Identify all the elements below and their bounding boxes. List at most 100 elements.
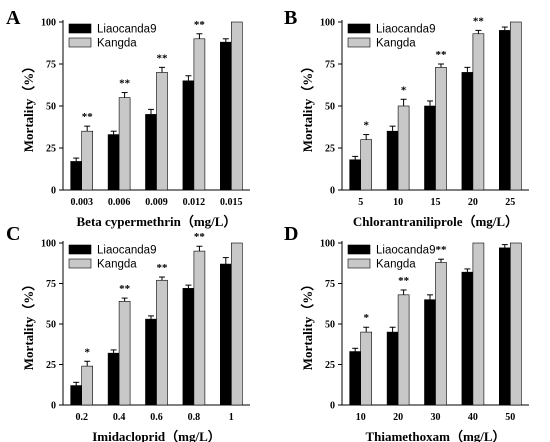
y-tick-label: 75 bbox=[325, 279, 335, 290]
legend-swatch bbox=[347, 258, 371, 269]
bar-kangda bbox=[231, 21, 243, 191]
bar-liaocanda9 bbox=[182, 288, 195, 406]
significance-marker: * bbox=[84, 346, 90, 358]
bar-liaocanda9 bbox=[424, 299, 436, 406]
x-tick-label: 0.003 bbox=[70, 197, 93, 208]
y-tick-label: 75 bbox=[46, 279, 56, 290]
y-tick-label: 0 bbox=[51, 401, 56, 412]
panel-letter: C bbox=[6, 223, 20, 245]
bar-kangda bbox=[509, 21, 522, 191]
x-tick-label: 25 bbox=[505, 197, 515, 208]
x-tick-label: 0.8 bbox=[188, 412, 201, 423]
bar-kangda bbox=[118, 97, 131, 191]
y-axis-label: Mortality（%） bbox=[21, 60, 36, 152]
chart-panel-c: C 0 25 50 75 100 Mortality（%） 0.2 * 0.4 ** 0.6 ** 0.8… bbox=[6, 223, 250, 442]
bar-liaocanda9 bbox=[498, 247, 511, 406]
legend-swatch bbox=[68, 244, 92, 255]
bar-liaocanda9 bbox=[349, 159, 362, 191]
x-tick-label: 0.012 bbox=[183, 197, 206, 208]
significance-marker: ** bbox=[436, 244, 448, 256]
y-tick-label: 100 bbox=[320, 18, 335, 29]
panel-letter: D bbox=[284, 223, 298, 245]
legend-label: Kangda bbox=[376, 38, 416, 50]
legend-label: Kangda bbox=[97, 259, 137, 271]
x-tick-label: 10 bbox=[393, 197, 403, 208]
y-tick-label: 100 bbox=[320, 239, 335, 250]
legend-swatch bbox=[347, 23, 371, 34]
y-tick-label: 0 bbox=[51, 186, 56, 197]
legend-label: Liaocanda9 bbox=[97, 245, 156, 257]
significance-marker: ** bbox=[194, 231, 206, 243]
chart-panel-b: B 0 25 50 75 100 Mortality（%） 5 * 10 * 15 ** 20 ** 25 Ch… bbox=[284, 7, 529, 229]
legend-swatch bbox=[347, 244, 371, 255]
bar-kangda bbox=[156, 279, 168, 406]
legend-label: Kangda bbox=[97, 38, 137, 50]
bar-liaocanda9 bbox=[220, 263, 232, 406]
bar-liaocanda9 bbox=[386, 331, 399, 406]
bar-kangda bbox=[193, 250, 206, 406]
legend-swatch bbox=[68, 37, 92, 48]
bar-kangda bbox=[360, 331, 373, 406]
y-axis-label: Mortality（%） bbox=[21, 278, 36, 370]
significance-marker: ** bbox=[119, 78, 131, 90]
y-tick-label: 0 bbox=[330, 186, 335, 197]
x-tick-label: 5 bbox=[358, 197, 363, 208]
significance-marker: ** bbox=[473, 15, 485, 27]
significance-marker: ** bbox=[157, 262, 169, 274]
significance-marker: * bbox=[363, 120, 369, 132]
bar-liaocanda9 bbox=[107, 352, 120, 406]
x-axis-label: Beta cypermethrin（mg/L） bbox=[77, 214, 237, 229]
x-tick-label: 50 bbox=[505, 412, 515, 423]
bar-kangda bbox=[360, 139, 373, 191]
x-axis-label: Thiamethoxam（mg/L） bbox=[365, 429, 505, 442]
bar-kangda bbox=[435, 262, 447, 406]
bar-liaocanda9 bbox=[424, 105, 436, 191]
bar-liaocanda9 bbox=[182, 80, 195, 191]
bar-liaocanda9 bbox=[70, 385, 82, 406]
y-tick-label: 50 bbox=[325, 320, 335, 331]
bar-kangda bbox=[509, 242, 522, 406]
x-axis-label: Chlorantraniliprole（mg/L） bbox=[353, 214, 518, 229]
x-tick-label: 0.6 bbox=[150, 412, 163, 423]
x-tick-label: 30 bbox=[431, 412, 441, 423]
x-axis-label: Imidacloprid（mg/L） bbox=[92, 429, 221, 442]
x-tick-label: 20 bbox=[393, 412, 403, 423]
y-tick-label: 25 bbox=[325, 360, 335, 371]
y-tick-label: 0 bbox=[330, 401, 335, 412]
x-tick-label: 40 bbox=[468, 412, 478, 423]
legend-swatch bbox=[68, 23, 92, 34]
y-tick-label: 25 bbox=[46, 360, 56, 371]
bar-liaocanda9 bbox=[498, 30, 511, 191]
y-tick-label: 50 bbox=[46, 320, 56, 331]
x-tick-label: 0.015 bbox=[220, 197, 243, 208]
x-tick-label: 20 bbox=[468, 197, 478, 208]
x-tick-label: 0.4 bbox=[113, 412, 126, 423]
significance-marker: ** bbox=[82, 111, 94, 123]
legend-label: Liaocanda9 bbox=[376, 24, 435, 36]
bar-liaocanda9 bbox=[145, 318, 157, 406]
panel-letter: A bbox=[6, 7, 21, 29]
x-tick-label: 1 bbox=[229, 412, 234, 423]
y-tick-label: 25 bbox=[325, 144, 335, 155]
y-tick-label: 50 bbox=[46, 102, 56, 113]
bar-liaocanda9 bbox=[461, 271, 474, 406]
bar-kangda bbox=[397, 105, 410, 191]
y-tick-label: 75 bbox=[325, 60, 335, 71]
y-tick-label: 100 bbox=[41, 18, 56, 29]
significance-marker: * bbox=[363, 312, 369, 324]
significance-marker: ** bbox=[398, 275, 410, 287]
x-tick-label: 0.2 bbox=[75, 412, 88, 423]
x-tick-label: 10 bbox=[356, 412, 366, 423]
bar-liaocanda9 bbox=[70, 161, 82, 191]
y-axis-label: Mortality（%） bbox=[300, 278, 315, 370]
x-tick-label: 0.009 bbox=[145, 197, 168, 208]
bar-kangda bbox=[231, 242, 243, 406]
bar-kangda bbox=[81, 365, 93, 406]
significance-marker: ** bbox=[436, 49, 448, 61]
y-tick-label: 25 bbox=[46, 144, 56, 155]
bar-kangda bbox=[193, 38, 206, 191]
chart-panel-a: A 0 25 50 75 100 Mortality（%） 0.003 ** 0.006 ** 0.0… bbox=[6, 7, 250, 229]
bar-kangda bbox=[472, 242, 485, 406]
bar-kangda bbox=[118, 301, 131, 406]
